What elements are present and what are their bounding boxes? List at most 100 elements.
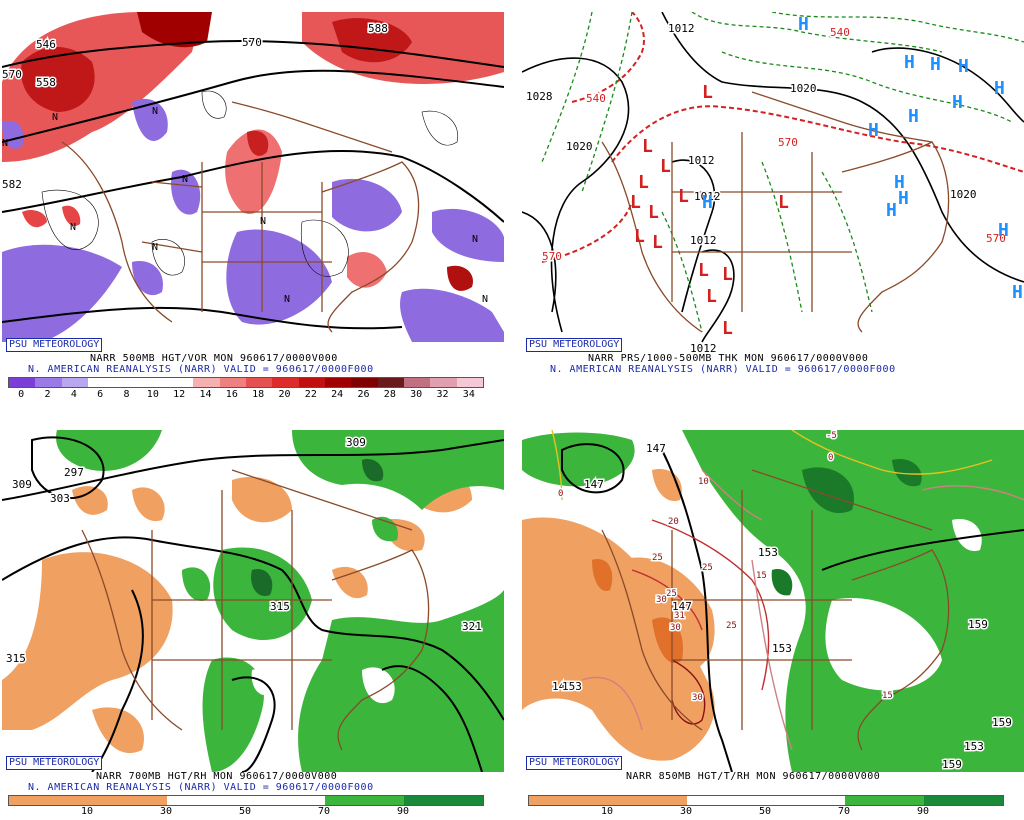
temperature-contour-label: 31 <box>674 611 685 621</box>
colorbar-swatch <box>140 378 167 387</box>
low-pressure-marker: L <box>698 260 709 281</box>
height-contour-label: 570 <box>2 68 22 81</box>
colorbar-tick-label: 14 <box>199 389 212 400</box>
low-pressure-marker: L <box>660 156 671 177</box>
low-pressure-marker: L <box>648 202 659 223</box>
colorbar-swatch <box>456 378 483 387</box>
panel-surface-pressure-thickness: 1012 1028 1020 1020 1012 1012 1020 1012 1012 540 5… <box>522 12 1024 402</box>
colorbar-tick-label: 10 <box>80 806 94 817</box>
colorbar-tick-label: 50 <box>238 806 252 817</box>
panel-700mb-rh: 297 309 303 309 315 315 321 PSU METEOROLOGY <box>2 430 504 820</box>
colorbar-tick-label: 30 <box>159 806 173 817</box>
height-contour-label: 303 <box>50 492 70 505</box>
psu-meteorology-badge: PSU METEOROLOGY <box>6 756 103 770</box>
temperature-contour-label: 10 <box>698 477 709 487</box>
temperature-contour-label: 25 <box>702 563 713 573</box>
vorticity-minimum-marker: N <box>482 294 488 305</box>
colorbar-tick-label: 70 <box>317 806 331 817</box>
colorbar-tick-label: 50 <box>758 806 772 817</box>
temperature-contour-label: 30 <box>692 693 703 703</box>
height-contour-label: 309 <box>346 436 366 449</box>
height-contour-label: 159 <box>968 618 988 631</box>
temperature-contour-label: 25 <box>666 589 677 599</box>
height-contour-label: 159 <box>992 716 1012 729</box>
colorbar-tick-label: 2 <box>44 389 51 400</box>
temperature-contour-label: 20 <box>668 517 679 527</box>
panel-500mb-vorticity: 546 558 570 570 582 588 N N N N N N N N N N PSU METEORO… <box>2 12 504 402</box>
low-pressure-marker: L <box>638 172 649 193</box>
vorticity-minimum-marker: N <box>2 138 8 149</box>
high-pressure-marker: H <box>998 220 1009 241</box>
low-pressure-marker: L <box>642 136 653 157</box>
height-contour-label: 153 <box>758 546 778 559</box>
isobar-label: 1020 <box>566 140 593 153</box>
vorticity-colorbar <box>8 377 484 388</box>
colorbar-tick-label: 12 <box>173 389 186 400</box>
temperature-contour-label: 0 <box>558 489 563 499</box>
temperature-contour-label: 0 <box>828 453 833 463</box>
colorbar-tick-label: 4 <box>70 389 77 400</box>
high-pressure-marker: H <box>958 56 969 77</box>
colorbar-tick-label: 6 <box>97 389 104 400</box>
panel-tl-caption-line2: N. AMERICAN REANALYSIS (NARR) VALID = 96… <box>28 364 374 375</box>
colorbar-tick-label: 34 <box>462 389 475 400</box>
low-pressure-marker: L <box>722 318 733 339</box>
psu-meteorology-badge: PSU METEOROLOGY <box>526 756 623 770</box>
vorticity-minimum-marker: N <box>52 112 58 123</box>
rh-colorbar-br <box>528 795 1004 806</box>
vorticity-minimum-marker: N <box>472 234 478 245</box>
height-contour-label: 147 <box>552 680 572 693</box>
low-pressure-marker: L <box>706 286 717 307</box>
rh-colorbar-bl <box>8 795 484 806</box>
height-contour-label: 558 <box>36 76 56 89</box>
panel-br-caption-line1: NARR 850MB HGT/T/RH MON 960617/0000V000 <box>626 771 881 782</box>
vorticity-minimum-marker: N <box>152 106 158 117</box>
temperature-contour-label: 15 <box>756 571 767 581</box>
isobar-label: 1020 <box>790 82 817 95</box>
colorbar-swatch <box>87 378 115 387</box>
vorticity-colorbar-ticks: 0 2 4 6 8 10 12 14 16 18 20 22 24 26 28 30 32 34 <box>8 389 482 401</box>
height-contour-label: 147 <box>646 442 666 455</box>
colorbar-swatch <box>35 378 62 387</box>
colorbar-tick-label: 26 <box>357 389 370 400</box>
height-contour-label: 153 <box>562 680 582 693</box>
isobar-label: 1020 <box>950 188 977 201</box>
temperature-contour-label: -5 <box>826 431 837 441</box>
psu-meteorology-badge: PSU METEOROLOGY <box>526 338 623 352</box>
thickness-label: 570 <box>542 250 562 263</box>
high-pressure-marker: H <box>930 54 941 75</box>
colorbar-swatch <box>9 378 36 387</box>
low-pressure-marker: L <box>634 226 645 247</box>
psu-meteorology-badge: PSU METEOROLOGY <box>6 338 103 352</box>
isobar-label: 1012 <box>690 342 717 352</box>
height-contour-label: 309 <box>12 478 32 491</box>
vorticity-minimum-marker: N <box>182 174 188 185</box>
thickness-label: 540 <box>586 92 606 105</box>
low-pressure-marker: L <box>678 186 689 207</box>
colorbar-tick-label: 10 <box>146 389 159 400</box>
temperature-contour-label: 15 <box>882 691 893 701</box>
isobar-label: 1012 <box>694 190 721 203</box>
colorbar-tick-label: 28 <box>383 389 396 400</box>
rh-colorbar-ticks-br: 10 30 50 70 90 <box>528 806 1002 818</box>
height-contour-label: 582 <box>2 178 22 191</box>
rh-colorbar-ticks-bl: 10 30 50 70 90 <box>8 806 482 818</box>
map-surface-pressure: 1012 1028 1020 1020 1012 1012 1020 1012 1012 540 5… <box>522 12 1024 352</box>
temperature-contour-label: 30 <box>656 595 667 605</box>
isobar-label: 1028 <box>526 90 553 103</box>
colorbar-tick-label: 24 <box>331 389 344 400</box>
temperature-contour-label: 25 <box>726 621 737 631</box>
high-pressure-marker: H <box>904 52 915 73</box>
colorbar-tick-label: 30 <box>410 389 423 400</box>
isobar-label: 1012 <box>690 234 717 247</box>
temperature-contour-label: 25 <box>652 553 663 563</box>
height-contour-label: 159 <box>942 758 962 771</box>
colorbar-tick-label: 32 <box>436 389 449 400</box>
colorbar-tick-label: 16 <box>225 389 238 400</box>
height-contour-label: 321 <box>462 620 482 633</box>
panel-850mb-temp-rh: 147 147 147 147 153 153 153 159 159 153 159 -5 0 0 10 2… <box>522 430 1024 820</box>
colorbar-swatch <box>351 378 378 387</box>
panel-tl-caption-line1: NARR 500MB HGT/VOR MON 960617/0000V000 <box>90 353 338 364</box>
height-contour-label: 147 <box>584 478 604 491</box>
temperature-contour-label: 30 <box>670 623 681 633</box>
